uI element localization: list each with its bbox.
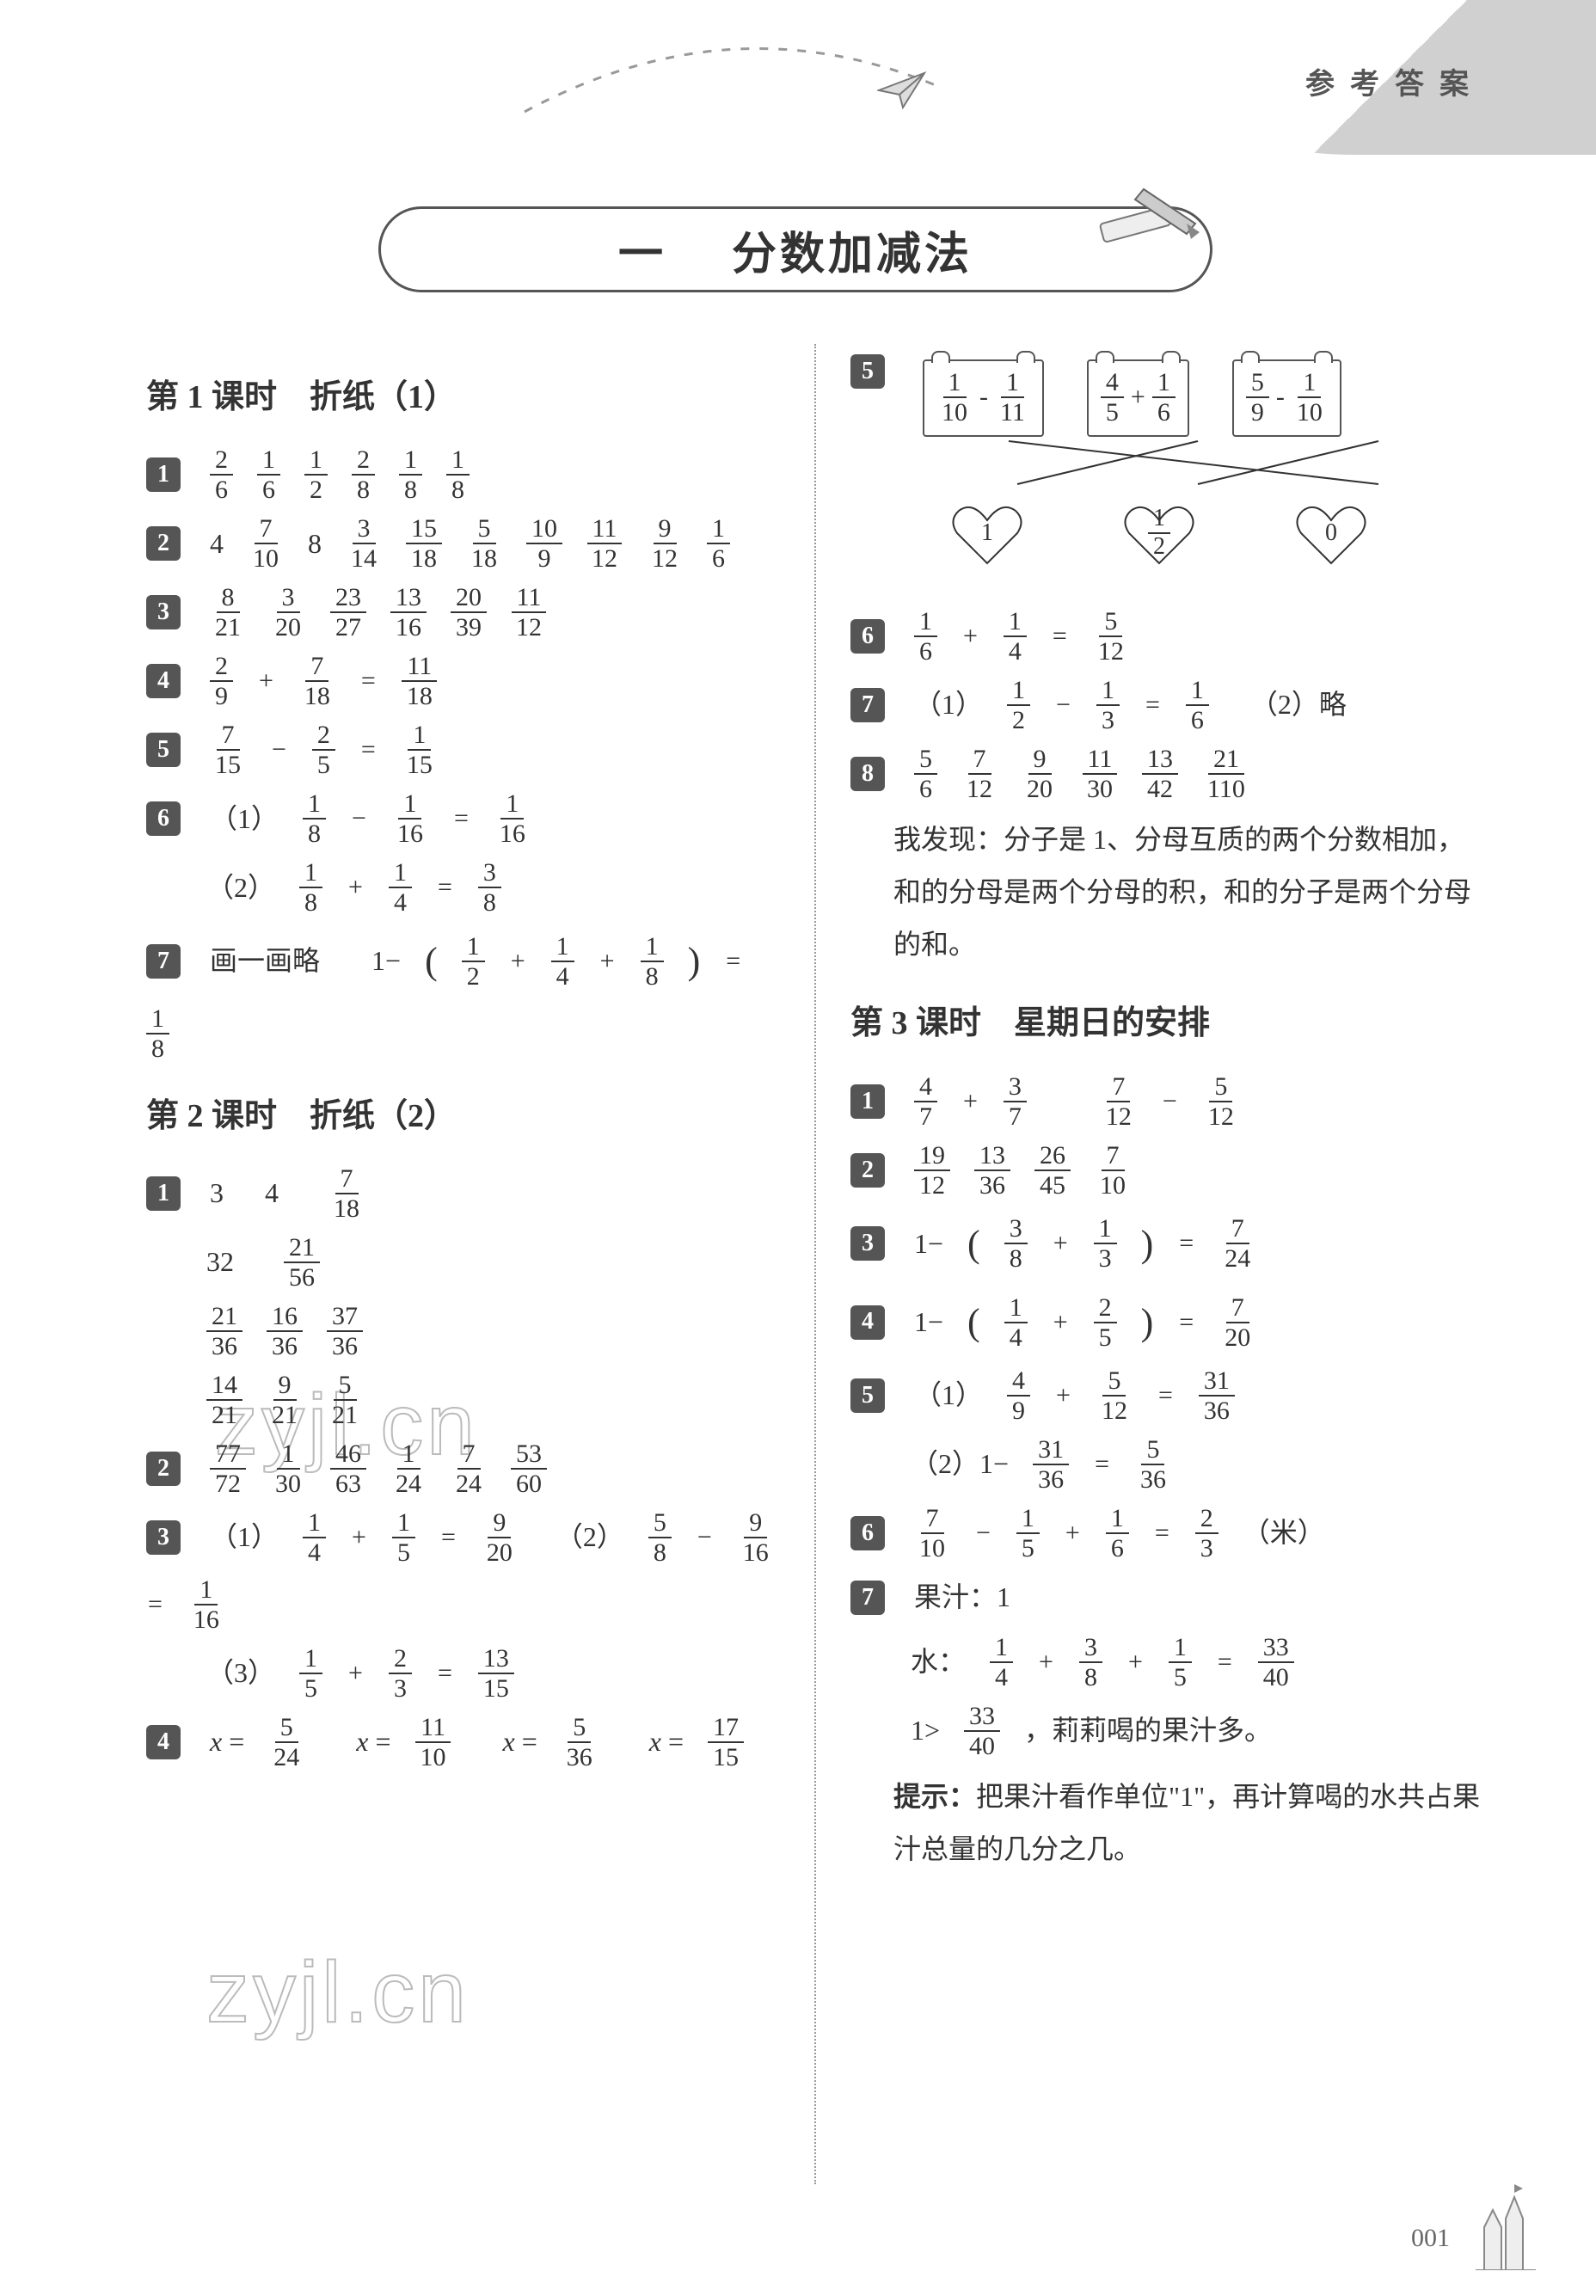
- l2-q5: 5 110 - 111 45 + 16 59 -: [850, 354, 1484, 597]
- l3-q7: 7 果汁：1: [850, 1573, 1484, 1623]
- chapter-title-box: 一 分数加减法: [378, 206, 1212, 292]
- qnum: 4: [146, 664, 181, 698]
- qnum: 2: [146, 526, 181, 561]
- l2-q8: 8 56 712 920 1130 1342 21110: [850, 745, 1484, 803]
- l2-q1r1: 1 3 4 718: [146, 1164, 780, 1223]
- qnum: 2: [850, 1153, 885, 1188]
- qnum: 3: [850, 1226, 885, 1261]
- l2-q8-discovery: 我发现：分子是 1、分母互质的两个分数相加，和的分母是两个分母的积，和的分子是两…: [893, 813, 1484, 970]
- qnum: 7: [850, 688, 885, 722]
- l3-q2: 2 1912 1336 2645 710: [850, 1141, 1484, 1200]
- qnum: 2: [146, 1452, 181, 1486]
- content: 第 1 课时 折纸（1） 1 26 16 12 28 18 18 2 4 710…: [146, 344, 1484, 2184]
- l3-q7-water: 水： 14 + 38 + 15 = 3340: [911, 1633, 1484, 1691]
- l2-q6: 6 16 + 14 = 512: [850, 607, 1484, 666]
- l2-q7: 7 （1） 12 − 13 = 16 （2）略: [850, 676, 1484, 734]
- l2-q4: 4 x = 524 x = 1110 x = 536 x = 1715: [146, 1713, 780, 1771]
- l3-q4: 4 1−( 14 + 25 ) = 720: [850, 1288, 1484, 1356]
- l2-q1r2: 32 2156: [206, 1233, 780, 1292]
- l3-q7-cmp: 1> 3340 ，莉莉喝的果汁多。: [911, 1702, 1484, 1760]
- l3-q7-hint: 提示：把果汁看作单位"1"，再计算喝的水共占果汁总量的几分之几。: [893, 1771, 1484, 1875]
- qnum: 7: [850, 1581, 885, 1615]
- l2-q3-1: 3 （1） 14 + 15 = 920 （2） 58 − 916 = 116: [146, 1508, 780, 1634]
- left-column: 第 1 课时 折纸（1） 1 26 16 12 28 18 18 2 4 710…: [146, 344, 780, 2184]
- lesson-1-title: 第 1 课时 折纸（1）: [146, 368, 780, 427]
- l3-q1: 1 47 + 37 712 − 512: [850, 1072, 1484, 1131]
- l2-q1r3: 2136 1636 3736: [206, 1302, 780, 1360]
- l2-q1r4: 1421 921 521: [206, 1371, 780, 1429]
- qnum: 3: [146, 1520, 181, 1555]
- qnum: 6: [146, 801, 181, 836]
- l3-q5-2: （2）1− 3136 = 536: [911, 1435, 1484, 1494]
- qnum: 6: [850, 619, 885, 654]
- scroll-3: 59 - 110: [1232, 359, 1341, 437]
- page-number: 001: [1411, 2224, 1450, 2253]
- scroll-1: 110 - 111: [923, 359, 1044, 437]
- qnum: 1: [850, 1084, 885, 1119]
- qnum: 5: [146, 733, 181, 767]
- header-label: 参考答案: [1305, 60, 1484, 102]
- q2: 2 4 710 8 314 1518 518 109 1112 912 16: [146, 514, 780, 573]
- qnum: 7: [146, 944, 181, 979]
- qnum: 8: [850, 757, 885, 791]
- q6-2: （2） 18 + 14 = 38: [206, 858, 780, 917]
- qnum: 5: [850, 354, 885, 389]
- lesson-2-title: 第 2 课时 折纸（2）: [146, 1087, 780, 1145]
- q3: 3 821 320 2327 1316 2039 1112: [146, 583, 780, 642]
- qnum: 1: [146, 457, 181, 492]
- castle-icon: [1467, 2176, 1544, 2270]
- q6-1: 6 （1） 18 − 116 = 116: [146, 789, 780, 848]
- chapter-title: 分数加减法: [732, 218, 973, 282]
- heart-1: 1: [948, 499, 1026, 568]
- paper-plane-icon: [877, 69, 929, 112]
- heart-3: 0: [1292, 499, 1370, 568]
- qnum: 4: [850, 1305, 885, 1340]
- l3-q5-1: 5 （1） 49 + 512 = 3136: [850, 1366, 1484, 1425]
- connection-lines: [940, 437, 1456, 488]
- q5: 5 715 − 25 = 115: [146, 721, 780, 779]
- qnum: 4: [146, 1725, 181, 1759]
- l2-q2: 2 7772 130 4663 124 724 5360: [146, 1440, 780, 1498]
- l2-q3-3: （3） 15 + 23 = 1315: [206, 1644, 780, 1703]
- q7: 7 画一画略 1−( 12 + 14 + 18 ) = 18: [146, 927, 780, 1062]
- qnum: 1: [146, 1176, 181, 1211]
- heart-2: 12: [1120, 499, 1198, 568]
- right-column: 5 110 - 111 45 + 16 59 -: [850, 344, 1484, 2184]
- ruler-pencil-icon: [1092, 172, 1212, 254]
- l3-q3: 3 1−( 38 + 13 ) = 724: [850, 1210, 1484, 1278]
- lesson-3-title: 第 3 课时 星期日的安排: [850, 994, 1484, 1053]
- qnum: 3: [146, 595, 181, 629]
- q1: 1 26 16 12 28 18 18: [146, 445, 780, 504]
- scroll-2: 45 + 16: [1087, 359, 1189, 437]
- matching-diagram: 110 - 111 45 + 16 59 - 110: [923, 359, 1456, 585]
- l3-q6: 6 710 − 15 + 16 = 23 （米）: [850, 1504, 1484, 1562]
- chapter-number: 一: [618, 218, 663, 282]
- qnum: 5: [850, 1378, 885, 1413]
- column-divider: [814, 344, 816, 2184]
- q4: 4 29 + 718 = 1118: [146, 652, 780, 710]
- qnum: 6: [850, 1516, 885, 1550]
